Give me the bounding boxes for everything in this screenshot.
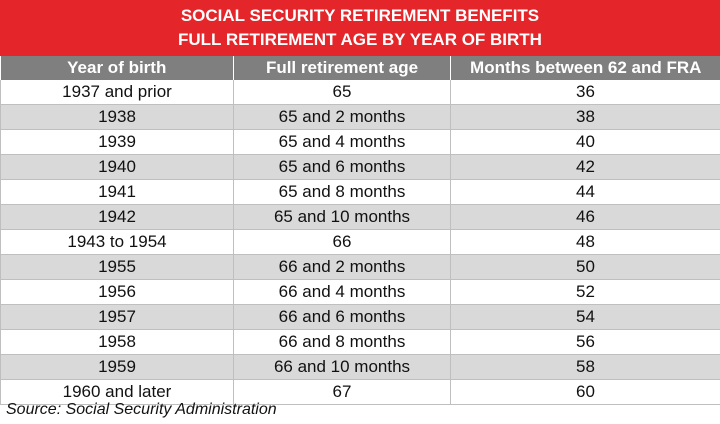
year-of-birth-cell: 1957 xyxy=(0,304,234,330)
months-between-cell: 54 xyxy=(450,304,720,330)
months-between-cell: 52 xyxy=(450,279,720,305)
year-of-birth-cell: 1955 xyxy=(0,254,234,280)
months-between-cell: 56 xyxy=(450,329,720,355)
full-retirement-age-cell: 66 and 6 months xyxy=(233,304,451,330)
months-between-cell: 36 xyxy=(450,80,720,105)
full-retirement-age-cell: 65 and 10 months xyxy=(233,204,451,230)
full-retirement-age-cell: 65 and 4 months xyxy=(233,129,451,155)
full-retirement-age-cell: 65 xyxy=(233,80,451,105)
table-row: 1942 65 and 10 months 46 xyxy=(0,204,720,230)
table-row: 1956 66 and 4 months 52 xyxy=(0,279,720,305)
months-between-cell: 60 xyxy=(450,379,720,405)
months-between-cell: 38 xyxy=(450,104,720,130)
full-retirement-age-cell: 65 and 2 months xyxy=(233,104,451,130)
source-note: Source: Social Security Administration xyxy=(6,401,277,418)
table-header-row: Year of birth Full retirement age Months… xyxy=(0,56,720,80)
year-of-birth-cell: 1941 xyxy=(0,179,234,205)
months-between-cell: 46 xyxy=(450,204,720,230)
months-between-cell: 50 xyxy=(450,254,720,280)
year-of-birth-cell: 1943 to 1954 xyxy=(0,229,234,255)
column-header-full-retirement-age: Full retirement age xyxy=(233,56,451,80)
year-of-birth-cell: 1942 xyxy=(0,204,234,230)
column-header-months-between: Months between 62 and FRA xyxy=(450,56,720,80)
title-line-1: SOCIAL SECURITY RETIREMENT BENEFITS xyxy=(180,6,540,25)
year-of-birth-cell: 1939 xyxy=(0,129,234,155)
months-between-cell: 42 xyxy=(450,154,720,180)
table-row: 1937 and prior 65 36 xyxy=(0,80,720,105)
table-row: 1941 65 and 8 months 44 xyxy=(0,179,720,205)
full-retirement-age-cell: 66 and 4 months xyxy=(233,279,451,305)
table-row: 1957 66 and 6 months 54 xyxy=(0,304,720,330)
year-of-birth-cell: 1959 xyxy=(0,354,234,380)
year-of-birth-cell: 1958 xyxy=(0,329,234,355)
full-retirement-age-cell: 67 xyxy=(233,379,451,405)
table-row: 1955 66 and 2 months 50 xyxy=(0,254,720,280)
full-retirement-age-cell: 66 xyxy=(233,229,451,255)
year-of-birth-cell: 1956 xyxy=(0,279,234,305)
full-retirement-age-cell: 65 and 8 months xyxy=(233,179,451,205)
table-row: 1943 to 1954 66 48 xyxy=(0,229,720,255)
title-banner: SOCIAL SECURITY RETIREMENT BENEFITS FULL… xyxy=(0,0,720,56)
months-between-cell: 40 xyxy=(450,129,720,155)
table-row: 1960 and later 67 60 xyxy=(0,379,720,405)
table-row: 1958 66 and 8 months 56 xyxy=(0,329,720,355)
full-retirement-age-cell: 66 and 10 months xyxy=(233,354,451,380)
table-row: 1940 65 and 6 months 42 xyxy=(0,154,720,180)
full-retirement-age-cell: 66 and 8 months xyxy=(233,329,451,355)
table-row: 1939 65 and 4 months 40 xyxy=(0,129,720,155)
full-retirement-age-cell: 65 and 6 months xyxy=(233,154,451,180)
table-row: 1938 65 and 2 months 38 xyxy=(0,104,720,130)
months-between-cell: 44 xyxy=(450,179,720,205)
year-of-birth-cell: 1960 and later xyxy=(0,379,234,405)
retirement-age-table: Year of birth Full retirement age Months… xyxy=(0,56,720,405)
year-of-birth-cell: 1937 and prior xyxy=(0,80,234,105)
full-retirement-age-cell: 66 and 2 months xyxy=(233,254,451,280)
title-line-2: FULL RETIREMENT AGE BY YEAR OF BIRTH xyxy=(178,30,542,49)
table-row: 1959 66 and 10 months 58 xyxy=(0,354,720,380)
column-header-year-of-birth: Year of birth xyxy=(0,56,234,80)
months-between-cell: 58 xyxy=(450,354,720,380)
year-of-birth-cell: 1940 xyxy=(0,154,234,180)
months-between-cell: 48 xyxy=(450,229,720,255)
year-of-birth-cell: 1938 xyxy=(0,104,234,130)
